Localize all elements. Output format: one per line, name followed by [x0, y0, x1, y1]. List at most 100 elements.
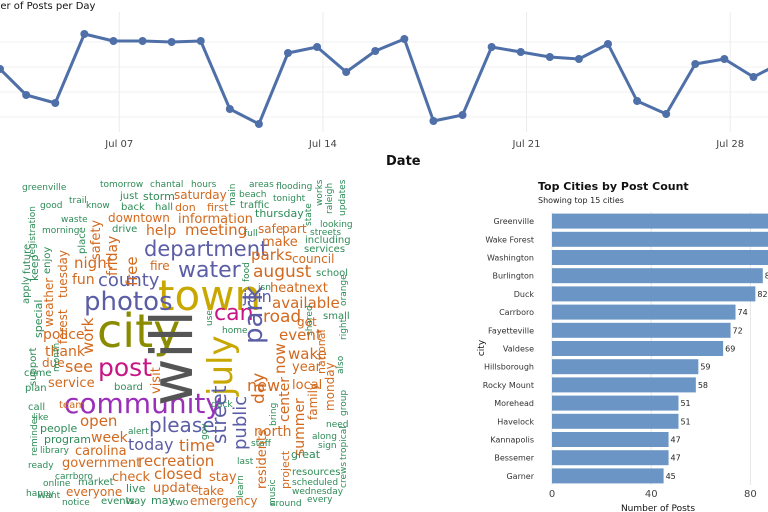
word-cloud-word: thursday — [255, 207, 304, 220]
word-cloud-word: along — [312, 432, 337, 442]
word-cloud-word: great — [291, 448, 321, 461]
word-cloud-word: get — [297, 315, 317, 329]
bar-chart-x-axis-label: Number of Posts — [621, 504, 695, 512]
word-cloud-word: check — [112, 470, 151, 485]
word-cloud-word: every — [307, 495, 333, 505]
line-chart-x-tick-label: Jul 14 — [308, 139, 337, 150]
word-cloud-word: people — [40, 422, 78, 435]
word-cloud-word: may — [151, 494, 175, 507]
line-point — [342, 68, 351, 76]
city-label: Garner — [506, 472, 534, 481]
word-cloud-word: please — [149, 413, 215, 437]
word-cloud-word: weather — [42, 278, 56, 327]
word-cloud-word: make — [262, 235, 298, 250]
word-cloud-word: stay — [209, 470, 237, 485]
city-value-label: 58 — [698, 381, 708, 390]
city-label: Morehead — [494, 399, 534, 408]
word-cloud-word: water — [178, 258, 242, 283]
word-cloud-word: isn — [258, 283, 271, 293]
word-cloud-word: small — [323, 311, 350, 322]
word-cloud-word: board — [114, 382, 143, 393]
word-cloud-word: duck — [211, 400, 233, 410]
line-chart-x-tick-label: Jul 07 — [104, 139, 133, 150]
city-value-label: 74 — [738, 308, 748, 317]
city-label: Hillsborough — [484, 363, 534, 372]
city-bar — [552, 250, 768, 265]
word-cloud-word: tropical — [339, 426, 349, 460]
line-point — [691, 60, 700, 68]
city-value-label: 72 — [733, 326, 743, 335]
word-cloud-word: join — [242, 287, 272, 306]
word-cloud-word: orange — [339, 274, 349, 306]
word-cloud-word: thank — [45, 344, 86, 360]
line-point — [313, 43, 322, 51]
city-bar — [552, 432, 669, 447]
word-cloud-word: come — [24, 368, 52, 379]
word-cloud-word: scheduled — [292, 478, 338, 488]
word-cloud-word: reminder — [30, 415, 40, 456]
word-cloud-word: fun — [72, 272, 95, 288]
word-cloud-word: enjoy — [42, 247, 53, 274]
word-cloud-word: open — [80, 412, 117, 430]
word-cloud-word: alert — [128, 427, 149, 437]
city-label: Wake Forest — [485, 235, 534, 244]
word-cloud-word: looking — [320, 220, 353, 230]
word-cloud-word: group — [339, 390, 349, 416]
city-bar — [552, 377, 696, 393]
word-cloud-word: information — [178, 212, 253, 227]
word-cloud-word: chantal — [150, 180, 183, 190]
line-point — [196, 37, 205, 45]
city-value-label: 45 — [666, 472, 676, 481]
bar-chart-x-tick-label: 80 — [744, 489, 757, 500]
line-point — [574, 55, 583, 63]
word-cloud-word: use — [205, 310, 215, 326]
bar-chart-title: Top Cities by Post Count — [538, 180, 689, 193]
line-point — [109, 37, 118, 45]
city-value-label: 47 — [671, 436, 681, 445]
word-cloud-word: recreation — [138, 452, 214, 470]
word-cloud-word: forest — [56, 309, 70, 344]
word-cloud-word: work — [79, 317, 97, 354]
word-cloud-word: traffic — [240, 200, 269, 211]
line-point — [400, 35, 409, 43]
city-label: Bessemer — [494, 454, 534, 463]
word-cloud-word: street — [207, 385, 231, 444]
word-cloud-word: everyone — [66, 485, 122, 499]
word-cloud-word: way — [126, 496, 146, 507]
city-label: Greenville — [493, 217, 534, 226]
word-cloud-word: government — [62, 456, 141, 471]
word-cloud-word: available — [272, 294, 340, 312]
word-cloud-word: areas — [249, 180, 274, 190]
line-point — [284, 49, 292, 57]
word-cloud-word: support — [28, 348, 39, 386]
city-label: Valdese — [503, 345, 534, 354]
word-cloud-word: august — [253, 262, 312, 282]
word-cloud-word: department — [144, 237, 268, 261]
word-cloud-word: plan — [25, 383, 47, 394]
word-cloud-word: happy — [26, 489, 55, 499]
word-cloud-word: friday — [105, 236, 121, 276]
word-cloud-word: tonight — [273, 194, 306, 204]
word-cloud-word: time — [179, 436, 215, 455]
word-cloud-word: fire — [150, 259, 170, 273]
word-cloud-word: wednesday — [292, 487, 344, 497]
word-cloud-word: update — [153, 481, 199, 496]
city-bar — [552, 359, 699, 375]
line-chart-x-tick-label: Jul 21 — [512, 139, 541, 150]
word-cloud-word: including — [305, 235, 351, 246]
city-label: Fayetteville — [488, 326, 534, 335]
word-cloud-word: project — [279, 450, 292, 489]
word-cloud-word: call — [28, 402, 45, 413]
word-cloud-word: meeting — [185, 221, 247, 239]
word-cloud-word: town — [158, 271, 261, 320]
word-cloud-word: county — [98, 270, 160, 291]
word-cloud-word: tomorrow — [100, 180, 143, 190]
word-cloud-word: help — [146, 223, 176, 239]
line-point — [254, 120, 263, 128]
word-cloud-word: like — [33, 413, 49, 423]
city-value-label: 47 — [671, 454, 681, 463]
word-cloud-word: home — [222, 326, 248, 336]
line-point — [80, 30, 89, 38]
bar-chart-x-tick-label: 0 — [549, 489, 555, 500]
word-cloud-word: full — [244, 229, 258, 239]
